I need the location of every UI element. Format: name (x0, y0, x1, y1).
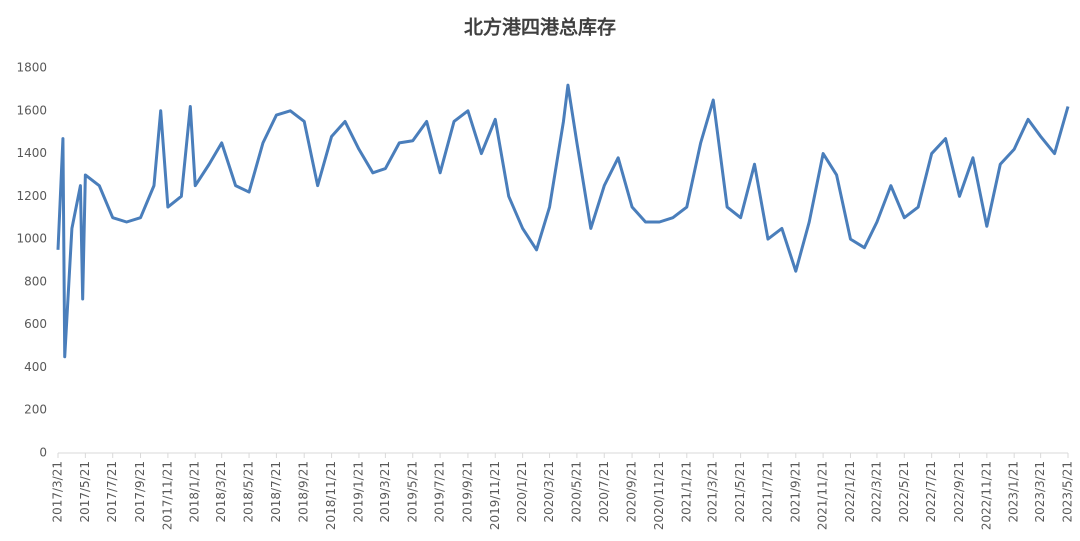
x-tick-label: 2022/5/21 (897, 461, 911, 523)
y-tick-label: 600 (24, 317, 47, 331)
y-tick-label: 400 (24, 360, 47, 374)
x-tick-label: 2020/5/21 (569, 461, 583, 523)
x-tick-label: 2018/1/21 (188, 461, 202, 523)
y-tick-label: 1200 (16, 189, 47, 203)
x-tick-label: 2021/7/21 (760, 461, 774, 523)
x-tick-label: 2020/9/21 (625, 461, 639, 523)
x-tick-label: 2020/1/21 (515, 461, 529, 523)
x-tick-label: 2022/3/21 (869, 461, 883, 523)
y-tick-label: 800 (24, 274, 47, 288)
x-tick-label: 2021/3/21 (706, 461, 720, 523)
y-tick-label: 1600 (16, 103, 47, 117)
x-tick-label: 2018/3/21 (214, 461, 228, 523)
x-tick-label: 2019/7/21 (433, 461, 447, 523)
y-tick-label: 0 (39, 446, 47, 460)
y-tick-label: 200 (24, 403, 47, 417)
x-tick-label: 2021/5/21 (733, 461, 747, 523)
x-tick-label: 2023/1/21 (1007, 461, 1021, 523)
x-tick-label: 2021/11/21 (816, 461, 830, 530)
x-tick-label: 2021/1/21 (679, 461, 693, 523)
x-tick-label: 2019/5/21 (405, 461, 419, 523)
x-tick-label: 2023/5/21 (1061, 461, 1075, 523)
x-tick-label: 2018/11/21 (324, 461, 338, 530)
data-line (56, 83, 1070, 359)
x-tick-label: 2021/9/21 (788, 461, 802, 523)
x-tick-label: 2019/11/21 (488, 461, 502, 530)
x-tick-label: 2017/3/21 (51, 461, 65, 523)
x-tick-label: 2020/7/21 (597, 461, 611, 523)
x-tick-label: 2017/9/21 (133, 461, 147, 523)
x-tick-label: 2017/5/21 (78, 461, 92, 523)
y-tick-label: 1400 (16, 146, 47, 160)
x-tick-label: 2019/1/21 (351, 461, 365, 523)
chart-title: 北方港四港总库存 (464, 16, 616, 39)
x-tick-label: 2020/11/21 (652, 461, 666, 530)
y-tick-label: 1000 (16, 232, 47, 246)
x-tick-label: 2019/9/21 (460, 461, 474, 523)
x-tick-label: 2022/11/21 (979, 461, 993, 530)
x-tick-label: 2017/11/21 (160, 461, 174, 530)
x-tick-label: 2022/9/21 (952, 461, 966, 523)
x-tick-label: 2020/3/21 (542, 461, 556, 523)
x-tick-label: 2017/7/21 (105, 461, 119, 523)
x-tick-label: 2023/3/21 (1033, 461, 1047, 523)
x-tick-label: 2018/7/21 (269, 461, 283, 523)
x-tick-label: 2019/3/21 (378, 461, 392, 523)
x-tick-label: 2022/7/21 (924, 461, 938, 523)
y-tick-label: 1800 (16, 61, 47, 75)
x-tick-label: 2022/1/21 (843, 461, 857, 523)
x-tick-label: 2018/5/21 (242, 461, 256, 523)
x-tick-label: 2018/9/21 (297, 461, 311, 523)
